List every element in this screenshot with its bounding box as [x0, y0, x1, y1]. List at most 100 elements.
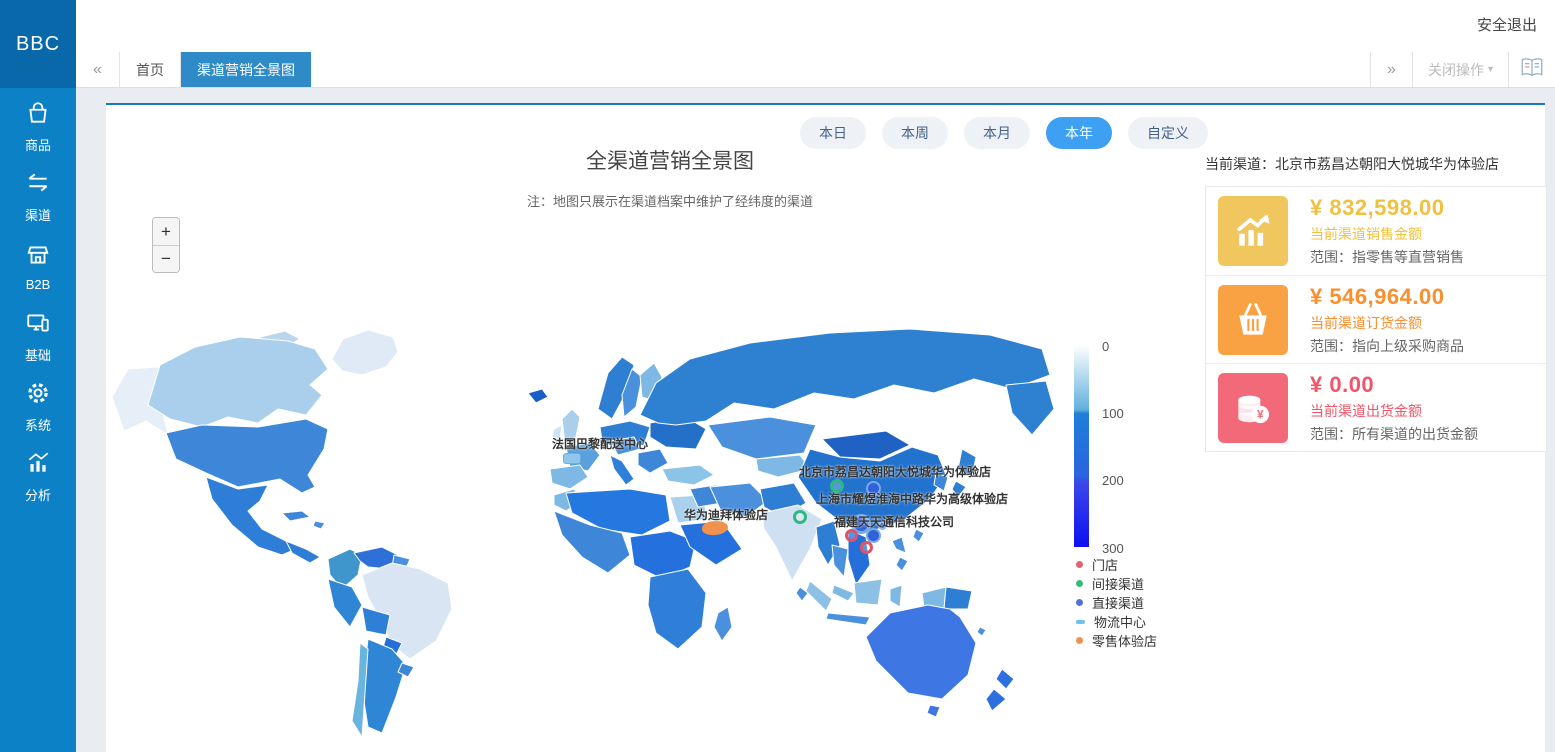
filter-month-button[interactable]: 本月 — [964, 117, 1030, 149]
page-title: 全渠道营销全景图 — [586, 150, 754, 173]
svg-text:¥: ¥ — [1257, 407, 1264, 421]
marker-direct-channel[interactable] — [878, 521, 887, 530]
map-label-fujian[interactable]: 福建天天通信科技公司 — [834, 515, 955, 529]
coins-icon: ¥ — [1218, 372, 1288, 443]
shipment-amount-value: ¥ 0.00 — [1310, 371, 1375, 397]
layout-switch-button[interactable] — [1508, 52, 1555, 87]
legend-label: 零售体验店 — [1092, 634, 1158, 649]
sidebar-item-products[interactable]: 商品 — [0, 96, 76, 158]
sidebar-item-label: B2B — [25, 277, 51, 292]
direct-channel-dot-icon — [1076, 599, 1083, 606]
basket-icon — [1218, 284, 1288, 355]
sidebar-item-label: 渠道 — [24, 208, 51, 223]
sidebar: BBC 商品 渠道 B2B — [0, 0, 76, 752]
dashboard-panel: 本日 本周 本月 本年 自定义 全渠道营销全景图 注：地图只展示在渠道档案中维护… — [106, 103, 1547, 752]
scale-tick: 300 — [1102, 541, 1124, 556]
sales-amount-card[interactable]: ¥ 832,598.00 当前渠道销售金额 范围：指零售等直营销售 — [1206, 187, 1546, 275]
marker-store[interactable] — [860, 541, 873, 554]
zoom-out-button[interactable]: − — [153, 245, 179, 272]
tabs-expand-button[interactable]: » — [1370, 52, 1412, 87]
map-label-dubai[interactable]: 华为迪拜体验店 — [684, 508, 769, 522]
tab-channel-panorama[interactable]: 渠道营销全景图 — [181, 52, 311, 87]
order-amount-card[interactable]: ¥ 546,964.00 当前渠道订货金额 范围：指向上级采购商品 — [1206, 275, 1546, 363]
chevron-down-icon: ▾ — [1487, 64, 1494, 75]
shipment-amount-label: 当前渠道出货金额 — [1310, 402, 1422, 419]
close-operations-label: 关闭操作 — [1427, 61, 1484, 78]
filter-year-button[interactable]: 本年 — [1046, 117, 1112, 149]
top-bar: 安全退出 — [76, 0, 1555, 52]
time-filter-group: 本日 本周 本月 本年 自定义 — [800, 117, 1208, 149]
legend-item-indirect-channel[interactable]: 间接渠道 — [1076, 574, 1157, 593]
legend-item-retail-store[interactable]: 零售体验店 — [1076, 631, 1157, 650]
devices-icon — [25, 310, 51, 341]
map-label-paris[interactable]: 法国巴黎配送中心 — [552, 437, 649, 451]
tab-home[interactable]: 首页 — [120, 52, 181, 87]
legend-item-direct-channel[interactable]: 直接渠道 — [1076, 593, 1157, 612]
brand-logo[interactable]: BBC — [0, 0, 76, 88]
marker-paris-distribution-center[interactable] — [563, 453, 581, 464]
sidebar-item-system[interactable]: 系统 — [0, 376, 76, 438]
scale-tick: 200 — [1102, 473, 1124, 488]
order-amount-value: ¥ 546,964.00 — [1310, 283, 1445, 309]
map-middle-east — [679, 482, 807, 566]
indirect-channel-dot-icon — [1076, 580, 1083, 587]
open-book-icon — [1519, 57, 1545, 82]
channel-arrows-icon — [25, 170, 51, 201]
map-zoom-control: + − — [152, 217, 180, 273]
bar-chart-icon — [25, 450, 51, 481]
sales-amount-scope: 范围：指零售等直营销售 — [1310, 249, 1464, 265]
map-legend: 门店 间接渠道 直接渠道 物流中心 零售体验店 — [1076, 555, 1157, 650]
logistics-dash-icon — [1076, 619, 1085, 624]
order-amount-label: 当前渠道订货金额 — [1310, 314, 1422, 331]
current-channel-label: 当前渠道：北京市荔昌达朝阳大悦城华为体验店 — [1205, 156, 1499, 172]
sidebar-item-label: 分析 — [24, 488, 51, 503]
map-europe — [527, 356, 715, 490]
map-southeast-asia — [805, 520, 973, 626]
marker-beijing-direct-channel[interactable] — [866, 481, 881, 496]
metric-cards: ¥ 832,598.00 当前渠道销售金额 范围：指零售等直营销售 — [1205, 186, 1547, 452]
tab-bar: « 首页 渠道营销全景图 » 关闭操作 ▾ — [76, 52, 1555, 88]
order-amount-scope: 范围：指向上级采购商品 — [1310, 337, 1464, 354]
close-operations-dropdown[interactable]: 关闭操作 ▾ — [1412, 52, 1508, 87]
map-label-shanghai[interactable]: 上海市耀煜淮海中路华为高级体验店 — [816, 492, 1009, 506]
marker-beijing-indirect-channel[interactable] — [830, 479, 844, 493]
legend-label: 门店 — [1092, 558, 1119, 573]
marker-store[interactable] — [845, 529, 858, 542]
filter-today-button[interactable]: 本日 — [800, 117, 866, 149]
world-map[interactable] — [110, 297, 1060, 752]
logout-link[interactable]: 安全退出 — [1476, 17, 1537, 34]
zoom-in-button[interactable]: + — [153, 218, 179, 245]
trend-chart-icon — [1218, 196, 1288, 266]
map-label-beijing[interactable]: 北京市荔昌达朝阳大悦城华为体验店 — [799, 465, 992, 479]
filter-custom-button[interactable]: 自定义 — [1128, 117, 1208, 149]
sidebar-item-channel[interactable]: 渠道 — [0, 166, 76, 228]
legend-label: 间接渠道 — [1092, 577, 1145, 592]
legend-item-store[interactable]: 门店 — [1076, 555, 1157, 574]
sidebar-item-label: 商品 — [24, 138, 51, 153]
filter-week-button[interactable]: 本周 — [882, 117, 948, 149]
content-area: 本日 本周 本月 本年 自定义 全渠道营销全景图 注：地图只展示在渠道档案中维护… — [76, 88, 1555, 752]
map-color-scale — [1074, 345, 1089, 547]
marker-shanghai-direct-channel[interactable] — [851, 514, 871, 534]
tabs-collapse-button[interactable]: « — [76, 52, 120, 87]
sidebar-item-label: 系统 — [24, 418, 51, 433]
map-north-america — [111, 329, 399, 564]
map-oceania — [865, 604, 1015, 718]
sidebar-item-base[interactable]: 基础 — [0, 306, 76, 368]
map-note: 注：地图只展示在渠道档案中维护了经纬度的渠道 — [526, 194, 813, 209]
scale-tick: 0 — [1102, 339, 1110, 354]
sidebar-item-label: 基础 — [24, 348, 51, 363]
storefront-icon — [25, 242, 51, 273]
map-south-america — [327, 546, 453, 738]
sidebar-item-analysis[interactable]: 分析 — [0, 446, 76, 508]
sales-amount-label: 当前渠道销售金额 — [1310, 226, 1422, 242]
marker-indirect-channel[interactable] — [793, 510, 807, 524]
marker-direct-channel[interactable] — [866, 528, 881, 543]
legend-label: 直接渠道 — [1092, 596, 1145, 611]
store-dot-icon — [1076, 561, 1083, 568]
map-asia — [639, 328, 1055, 602]
legend-item-logistics-center[interactable]: 物流中心 — [1076, 612, 1157, 631]
sidebar-item-b2b[interactable]: B2B — [0, 236, 76, 298]
shipment-amount-card[interactable]: ¥ ¥ 0.00 当前渠道出货金额 范围：所有渠道的出货金额 — [1206, 363, 1546, 451]
